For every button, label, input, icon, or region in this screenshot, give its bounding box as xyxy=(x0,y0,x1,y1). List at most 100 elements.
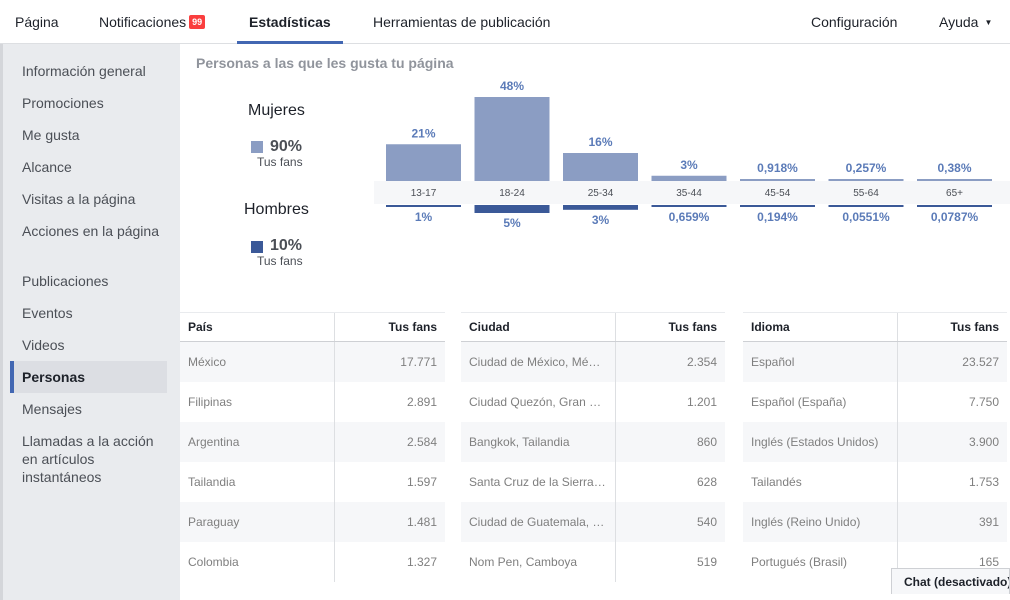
men-bar[interactable] xyxy=(917,205,992,207)
women-subtitle: Tus fans xyxy=(257,155,303,169)
notification-count-badge: 99 xyxy=(189,15,206,29)
sidebar-item-personas[interactable]: Personas xyxy=(10,361,167,393)
country-row: Filipinas 2.891 xyxy=(180,381,445,422)
country-header[interactable]: País xyxy=(180,312,334,342)
tab-configuracion[interactable]: Configuración xyxy=(811,14,898,30)
women-percentage: 90% xyxy=(270,138,303,155)
men-bar[interactable] xyxy=(474,205,550,213)
men-value-label: 0,0787% xyxy=(931,210,979,224)
country-row: Colombia 1.327 xyxy=(180,541,445,582)
age-category-label: 35-44 xyxy=(676,188,702,199)
language-table: Idioma Tus fans Español 23.527 Español (Es… xyxy=(743,312,1007,600)
men-value-label: 3% xyxy=(592,213,610,227)
language-row: Inglés (Estados Unidos) 3.900 xyxy=(743,421,1007,462)
language-name-cell: Español (España) xyxy=(743,381,897,422)
sidebar-item-informacion-general[interactable]: Información general xyxy=(22,63,146,79)
country-fans-cell: 2.891 xyxy=(333,381,445,422)
tab-estadisticas[interactable]: Estadísticas xyxy=(237,0,343,44)
women-bar[interactable] xyxy=(563,153,638,181)
language-fans-cell: 23.527 xyxy=(896,341,1007,382)
city-table: Ciudad Tus fans Ciudad de México, Mé… 2.3… xyxy=(461,312,725,600)
men-value-label: 1% xyxy=(415,210,433,224)
tab-herramientas-publicacion[interactable]: Herramientas de publicación xyxy=(373,14,551,30)
city-row: Ciudad de México, Mé… 2.354 xyxy=(461,341,725,382)
age-category-label: 25-34 xyxy=(588,188,614,199)
age-category-label: 65+ xyxy=(946,188,963,199)
age-gender-chart: 21% 13-17 1% 48% 18-24 5% 16% 25-34 3% 3% 35-44 0,6… xyxy=(374,79,1010,230)
sidebar-item-videos[interactable]: Videos xyxy=(22,337,65,353)
country-fans-cell: 17.771 xyxy=(333,341,445,382)
tab-notificaciones[interactable]: Notificaciones 99 xyxy=(99,0,206,44)
city-name-cell: Nom Pen, Camboya xyxy=(461,541,615,582)
city-row: Ciudad de Guatemala, … 540 xyxy=(461,501,725,542)
men-bar[interactable] xyxy=(828,205,904,207)
women-bar[interactable] xyxy=(474,97,550,181)
women-value-label: 0,257% xyxy=(846,161,887,175)
age-band xyxy=(374,181,1010,204)
sidebar-item-acciones[interactable]: Acciones en la página xyxy=(22,223,159,239)
women-swatch xyxy=(251,141,263,153)
women-bar[interactable] xyxy=(386,144,461,181)
men-subtitle: Tus fans xyxy=(257,254,303,268)
country-row: Argentina 2.584 xyxy=(180,421,445,462)
country-fans-cell: 1.597 xyxy=(333,461,445,502)
country-name-cell: Argentina xyxy=(180,421,334,462)
women-bar[interactable] xyxy=(651,175,727,181)
city-fans-cell: 519 xyxy=(614,541,725,582)
men-value-label: 0,0551% xyxy=(842,210,890,224)
main-content: Personas a las que les gusta tu página M… xyxy=(180,44,1010,600)
language-fans-header[interactable]: Tus fans xyxy=(896,312,1007,342)
tab-pagina[interactable]: Página xyxy=(15,14,59,30)
sidebar-item-alcance[interactable]: Alcance xyxy=(22,159,72,175)
language-fans-cell: 7.750 xyxy=(896,381,1007,422)
sidebar-item-promociones[interactable]: Promociones xyxy=(22,95,104,111)
country-fans-header[interactable]: Tus fans xyxy=(333,312,445,342)
city-name-cell: Ciudad de Guatemala, … xyxy=(461,501,615,542)
women-value-label: 0,38% xyxy=(937,161,971,175)
city-fans-header[interactable]: Tus fans xyxy=(614,312,725,342)
sidebar: Información general Promociones Me gusta… xyxy=(0,44,180,600)
sidebar-item-mensajes[interactable]: Mensajes xyxy=(22,401,82,417)
country-fans-cell: 1.327 xyxy=(333,541,445,582)
women-bar[interactable] xyxy=(740,179,815,181)
sidebar-item-llamadas-accion[interactable]: Llamadas a la acción en artículos instan… xyxy=(22,433,154,485)
language-name-cell: Inglés (Reino Unido) xyxy=(743,501,897,542)
age-category-label: 45-54 xyxy=(765,188,791,199)
city-name-cell: Ciudad de México, Mé… xyxy=(461,341,615,382)
sidebar-item-publicaciones[interactable]: Publicaciones xyxy=(22,273,109,289)
country-name-cell: México xyxy=(180,341,334,382)
city-header[interactable]: Ciudad xyxy=(461,312,615,342)
women-value-label: 48% xyxy=(500,79,524,93)
men-bar[interactable] xyxy=(740,205,815,207)
country-row: Paraguay 1.481 xyxy=(180,501,445,542)
men-percentage: 10% xyxy=(270,237,303,254)
country-name-cell: Filipinas xyxy=(180,381,334,422)
country-table: País Tus fans México 17.771 Filipinas 2.891… xyxy=(180,312,445,600)
men-bar[interactable] xyxy=(563,205,638,210)
chevron-down-icon: ▼ xyxy=(984,18,993,27)
language-header[interactable]: Idioma xyxy=(743,312,897,342)
chat-bar[interactable]: Chat (desactivado) xyxy=(891,568,1010,594)
sidebar-item-visitas[interactable]: Visitas a la página xyxy=(22,191,136,207)
men-bar[interactable] xyxy=(651,205,727,207)
country-name-cell: Tailandia xyxy=(180,461,334,502)
men-value-label: 0,659% xyxy=(669,210,710,224)
women-value-label: 3% xyxy=(680,158,698,172)
language-row: Español 23.527 xyxy=(743,341,1007,382)
women-value-label: 16% xyxy=(588,135,612,149)
top-navigation: Página Notificaciones 99 Estadísticas Her… xyxy=(0,0,1010,44)
language-fans-cell: 391 xyxy=(896,501,1007,542)
tab-ayuda[interactable]: Ayuda ▼ xyxy=(939,0,992,44)
city-fans-cell: 540 xyxy=(614,501,725,542)
sidebar-item-me-gusta[interactable]: Me gusta xyxy=(22,127,80,143)
tab-notificaciones-label: Notificaciones xyxy=(99,14,187,30)
men-bar[interactable] xyxy=(386,205,461,207)
language-name-cell: Inglés (Estados Unidos) xyxy=(743,421,897,462)
section-title: Personas a las que les gusta tu página xyxy=(196,55,454,71)
women-label: Mujeres xyxy=(248,102,305,119)
sidebar-item-eventos[interactable]: Eventos xyxy=(22,305,73,321)
women-bar[interactable] xyxy=(828,179,904,181)
country-fans-cell: 2.584 xyxy=(333,421,445,462)
city-row: Santa Cruz de la Sierra… 628 xyxy=(461,461,725,502)
women-bar[interactable] xyxy=(917,179,992,181)
